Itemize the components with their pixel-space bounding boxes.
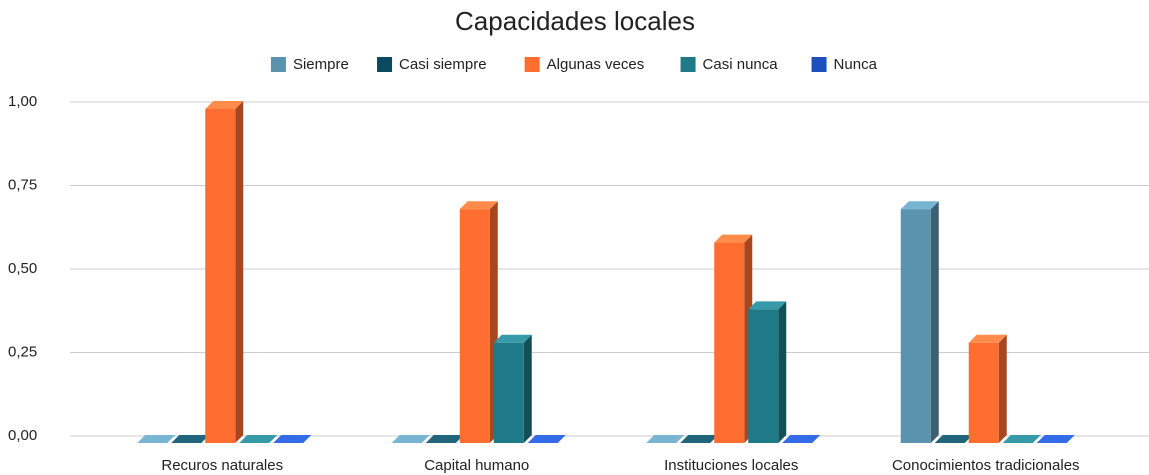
bar-front [748,309,779,443]
legend-label: Casi nunca [703,56,779,73]
bar [646,435,685,443]
bar-top [239,435,278,443]
bar-top [748,301,787,310]
bar-top [782,435,821,443]
bar-side [998,334,1007,443]
bar [273,435,312,443]
y-tick-label: 0,00 [8,427,37,444]
bar [137,435,176,443]
bar [900,201,939,443]
bar-top [273,435,312,443]
legend-swatch [270,57,286,72]
bar [714,234,753,443]
bar-top [425,435,464,443]
bar-front [459,209,490,443]
bar [171,435,210,443]
x-tick-label: Instituciones locales [664,457,798,474]
bar-top [934,435,973,443]
bar-front [714,242,745,443]
bar-top [137,435,176,443]
bar-side [778,301,787,443]
bar-top [680,435,719,443]
bar [425,435,464,443]
bar [1036,435,1075,443]
legend-swatch [680,57,696,72]
bar [680,435,719,443]
y-tick-label: 0,75 [8,176,37,193]
bar-top [1002,435,1041,443]
bar [748,301,787,443]
bar [459,201,498,443]
bar-top [459,201,498,210]
bar-top [714,234,753,243]
y-tick-label: 0,25 [8,343,37,360]
bar-front [493,342,524,443]
bar [239,435,278,443]
bar-side [523,334,532,443]
x-tick-label: Capital humano [424,457,529,474]
bar-front [205,109,236,443]
bar-top [391,435,430,443]
y-tick-label: 1,00 [8,93,37,110]
bar [527,435,566,443]
bar-top [493,334,532,343]
bar-top [527,435,566,443]
chart-title: Capacidades locales [455,6,695,36]
legend-swatch [524,57,540,72]
bar-side [235,101,244,443]
bar-top [1036,435,1075,443]
bar-top [968,334,1007,343]
y-tick-label: 0,50 [8,260,37,277]
bar-front [968,342,999,443]
bar-side [930,201,939,443]
bar-top [171,435,210,443]
bar [391,435,430,443]
x-tick-label: Conocimientos tradicionales [892,457,1080,474]
legend-swatch [377,57,393,72]
legend-swatch [811,57,827,72]
bar-top [205,101,244,109]
legend-label: Algunas veces [547,56,645,73]
bar-top [646,435,685,443]
bar-top [900,201,939,210]
bar [968,334,1007,443]
bar [782,435,821,443]
x-tick-label: Recuros naturales [161,457,283,474]
bar [1002,435,1041,443]
bar [493,334,532,443]
bar [205,101,244,443]
bar-front [900,209,931,443]
bar [934,435,973,443]
legend-label: Siempre [293,56,349,73]
legend-label: Nunca [834,56,878,73]
legend-label: Casi siempre [399,56,487,73]
